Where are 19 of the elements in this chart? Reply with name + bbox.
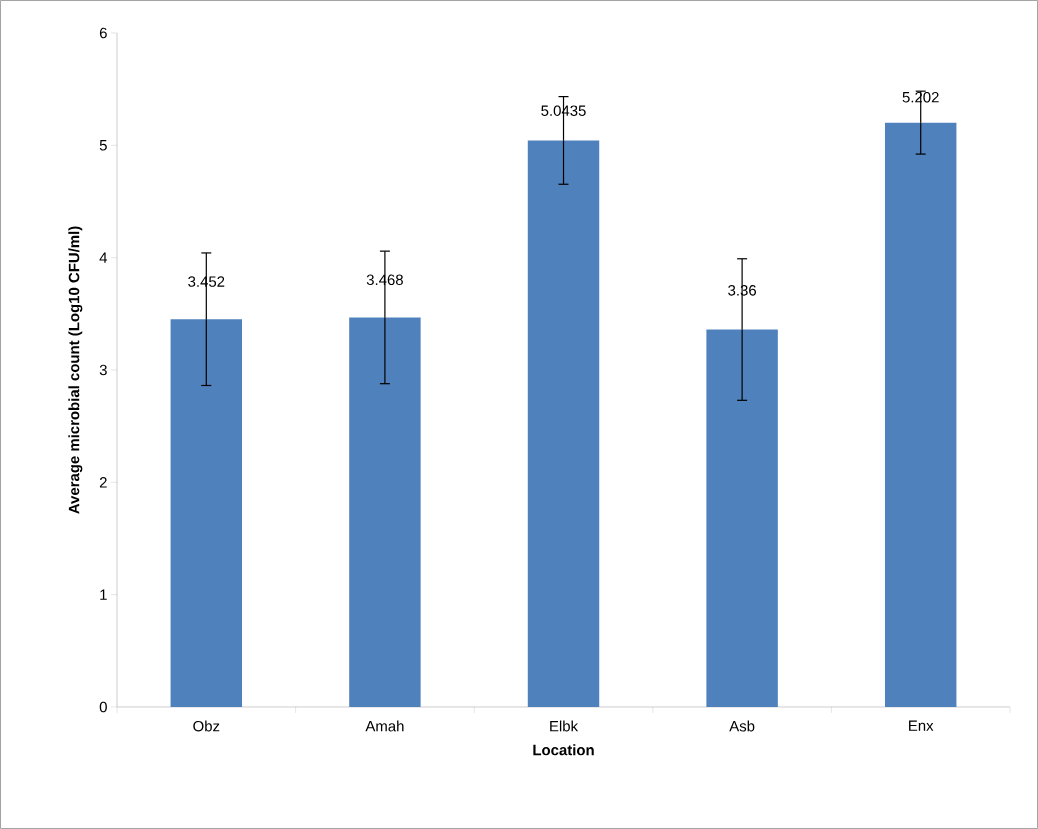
x-tick-label: Enx	[909, 720, 934, 731]
bar	[527, 140, 600, 707]
bar	[706, 329, 778, 707]
x-tick-label: Elbk	[550, 720, 579, 732]
bar	[170, 319, 243, 707]
y-tick-label: 0	[99, 701, 107, 713]
bar	[884, 122, 957, 707]
y-tick-label: 3	[99, 364, 107, 376]
y-tick-label: 1	[100, 589, 107, 600]
x-tick-label: Asb	[729, 720, 755, 732]
y-axis-title: Average microbial count (Log10 CFU/ml)	[68, 226, 83, 514]
x-axis-title: Location	[533, 744, 594, 756]
y-tick-label: 5	[99, 140, 107, 151]
bar	[349, 317, 421, 707]
y-tick-label: 6	[99, 27, 107, 39]
x-tick-label: Obz	[193, 720, 220, 732]
y-tick-label: 4	[99, 252, 108, 263]
x-tick-label: Amah	[365, 720, 404, 732]
y-tick-label: 2	[99, 477, 107, 488]
